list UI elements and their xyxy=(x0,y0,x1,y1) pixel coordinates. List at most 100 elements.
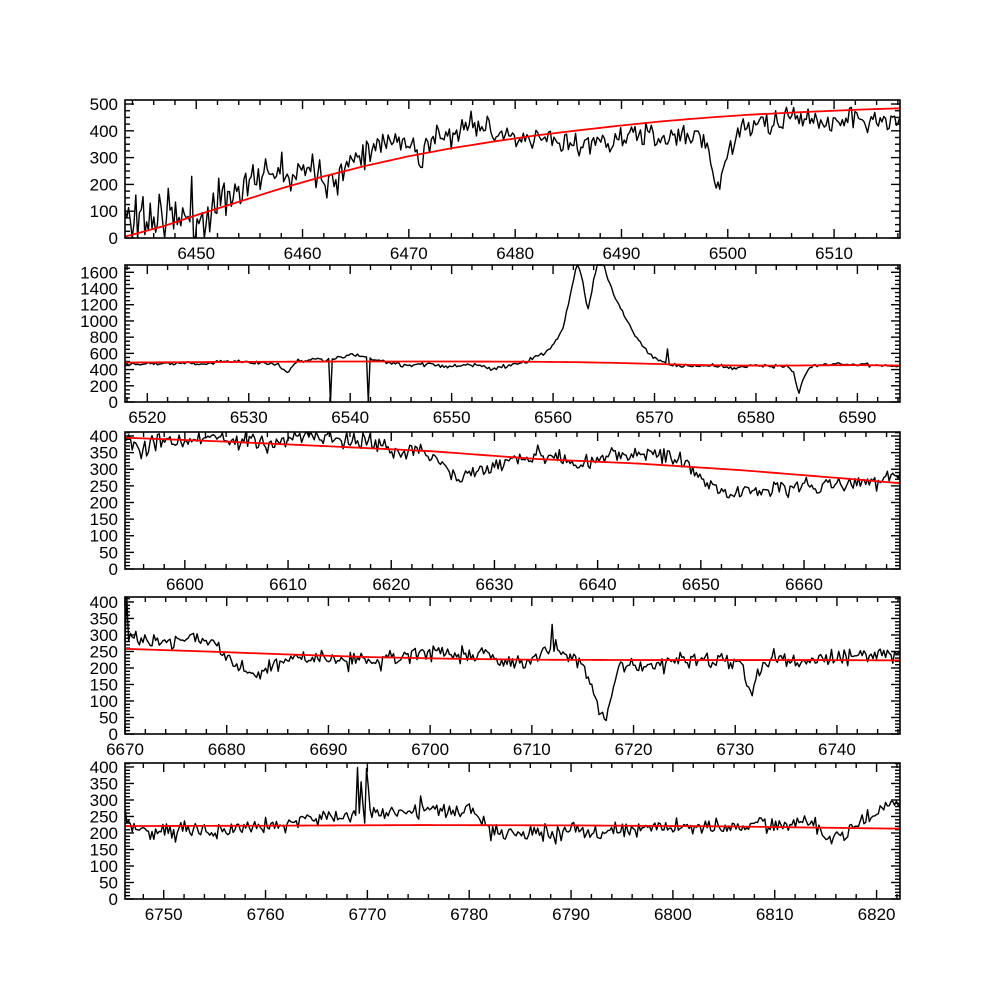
y-tick-label: 400 xyxy=(90,427,118,446)
y-tick-label: 0 xyxy=(109,890,118,909)
panel-2-frame xyxy=(124,264,901,403)
x-tick-label: 6470 xyxy=(390,244,428,263)
panel-4-tick-labels: 6670 6680 6690 6700 6710 6720 6730 6740 05010015… xyxy=(90,593,856,759)
panel-1-tick-labels: 6450 6460 6470 6480 6490 6500 6510 0 100 200 300 40… xyxy=(90,95,853,263)
x-tick-label: 6620 xyxy=(372,575,410,594)
y-tick-label: 150 xyxy=(90,510,118,529)
x-tick-label: 6720 xyxy=(615,740,653,759)
panel-4-frame xyxy=(124,596,901,735)
y-tick-label: 1400 xyxy=(80,280,118,299)
panel-2: 6520 6530 6540 6550 6560 6570 6580 6590 02004006… xyxy=(80,263,901,427)
y-tick-label: 200 xyxy=(90,493,118,512)
y-tick-label: 100 xyxy=(90,202,118,221)
panel-5: 6750 6760 6770 6780 6790 6800 6810 6820 05010015… xyxy=(90,758,901,924)
x-tick-label: 6710 xyxy=(513,740,551,759)
y-tick-label: 250 xyxy=(90,477,118,496)
x-tick-label: 6590 xyxy=(838,408,876,427)
x-tick-label: 6680 xyxy=(208,740,246,759)
x-tick-label: 6610 xyxy=(269,575,307,594)
y-tick-label: 150 xyxy=(90,840,118,859)
x-tick-label: 6670 xyxy=(106,740,144,759)
panel-4-ticks xyxy=(124,597,900,735)
x-tick-label: 6660 xyxy=(785,575,823,594)
panel-4-continuum-line xyxy=(124,647,901,662)
panel-5-spectrum-line xyxy=(124,766,901,845)
y-tick-label: 250 xyxy=(90,642,118,661)
x-tick-label: 6640 xyxy=(579,575,617,594)
panel-3: 6600 6610 6620 6630 6640 6650 6660 050100150200… xyxy=(90,427,901,594)
y-tick-label: 0 xyxy=(109,560,118,579)
x-tick-label: 6560 xyxy=(534,408,572,427)
x-tick-label: 6770 xyxy=(348,905,386,924)
y-tick-label: 0 xyxy=(109,229,118,248)
x-tick-label: 6510 xyxy=(815,244,853,263)
x-tick-label: 6580 xyxy=(737,408,775,427)
y-tick-label: 400 xyxy=(90,758,118,777)
y-tick-label: 0 xyxy=(109,725,118,744)
panel-5-continuum-line xyxy=(124,824,901,830)
y-tick-label: 1200 xyxy=(80,296,118,315)
y-tick-label: 50 xyxy=(99,543,118,562)
panel-3-tick-labels: 6600 6610 6620 6630 6640 6650 6660 050100150200… xyxy=(90,427,823,594)
y-tick-label: 500 xyxy=(90,95,118,114)
x-tick-label: 6760 xyxy=(247,905,285,924)
y-tick-label: 200 xyxy=(90,377,118,396)
y-tick-label: 300 xyxy=(90,626,118,645)
x-tick-label: 6460 xyxy=(284,244,322,263)
x-tick-label: 6540 xyxy=(331,408,369,427)
x-tick-label: 6480 xyxy=(496,244,534,263)
y-tick-label: 400 xyxy=(90,122,118,141)
y-tick-label: 200 xyxy=(90,659,118,678)
x-tick-label: 6500 xyxy=(709,244,747,263)
panel-5-ticks xyxy=(125,762,900,900)
x-tick-label: 6800 xyxy=(654,905,692,924)
panel-2-ticks xyxy=(125,265,900,403)
y-tick-label: 300 xyxy=(90,460,118,479)
panel-1: 6450 6460 6470 6480 6490 6500 6510 0 100 200 300 40… xyxy=(90,95,901,263)
panel-1-continuum-line xyxy=(124,107,901,238)
panel-1-spectrum-line xyxy=(124,106,901,239)
x-tick-label: 6700 xyxy=(411,740,449,759)
panel-2-spectrum-line xyxy=(124,264,901,403)
panel-5-tick-labels: 6750 6760 6770 6780 6790 6800 6810 6820 05010015… xyxy=(90,758,896,924)
y-tick-label: 350 xyxy=(90,609,118,628)
y-tick-label: 350 xyxy=(90,444,118,463)
panel-1-frame xyxy=(124,99,901,239)
x-tick-label: 6810 xyxy=(756,905,794,924)
y-tick-label: 1600 xyxy=(80,263,118,282)
x-tick-label: 6520 xyxy=(128,408,166,427)
x-tick-label: 6550 xyxy=(433,408,471,427)
y-tick-label: 350 xyxy=(90,774,118,793)
y-tick-label: 50 xyxy=(99,873,118,892)
y-tick-label: 0 xyxy=(109,393,118,412)
panel-4: 6670 6680 6690 6700 6710 6720 6730 6740 05010015… xyxy=(90,593,901,759)
x-tick-label: 6740 xyxy=(818,740,856,759)
x-tick-label: 6490 xyxy=(603,244,641,263)
y-tick-label: 150 xyxy=(90,675,118,694)
y-tick-label: 200 xyxy=(90,175,118,194)
panel-2-tick-labels: 6520 6530 6540 6550 6560 6570 6580 6590 02004006… xyxy=(80,263,876,427)
y-tick-label: 400 xyxy=(90,361,118,380)
y-tick-label: 250 xyxy=(90,807,118,826)
y-tick-label: 600 xyxy=(90,344,118,363)
x-tick-label: 6570 xyxy=(636,408,674,427)
y-tick-label: 300 xyxy=(90,149,118,168)
y-tick-label: 1000 xyxy=(80,312,118,331)
panel-2-continuum-line xyxy=(124,360,901,367)
y-tick-label: 200 xyxy=(90,824,118,843)
x-tick-label: 6450 xyxy=(177,244,215,263)
x-tick-label: 6690 xyxy=(309,740,347,759)
x-tick-label: 6650 xyxy=(682,575,720,594)
y-tick-label: 400 xyxy=(90,593,118,612)
x-tick-label: 6820 xyxy=(858,905,896,924)
x-tick-label: 6790 xyxy=(552,905,590,924)
x-tick-label: 6600 xyxy=(166,575,204,594)
panel-3-continuum-line xyxy=(124,436,901,485)
x-tick-label: 6530 xyxy=(230,408,268,427)
panel-5-frame xyxy=(124,762,901,900)
x-tick-label: 6730 xyxy=(716,740,754,759)
y-tick-label: 100 xyxy=(90,692,118,711)
y-tick-label: 100 xyxy=(90,857,118,876)
